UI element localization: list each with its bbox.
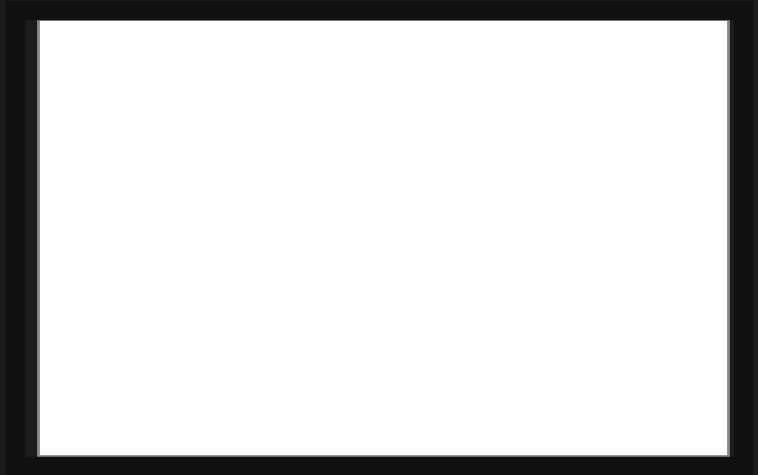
Bar bbox=[566, 148, 639, 428]
Text: * p=0.05: * p=0.05 bbox=[329, 40, 410, 58]
Bar bbox=[493, 148, 566, 428]
Bar bbox=[202, 168, 275, 428]
Y-axis label: Protein expression(relative density values): Protein expression(relative density valu… bbox=[60, 80, 74, 376]
Bar bbox=[275, 294, 348, 428]
Legend: IL6, COX-2: IL6, COX-2 bbox=[622, 36, 717, 84]
